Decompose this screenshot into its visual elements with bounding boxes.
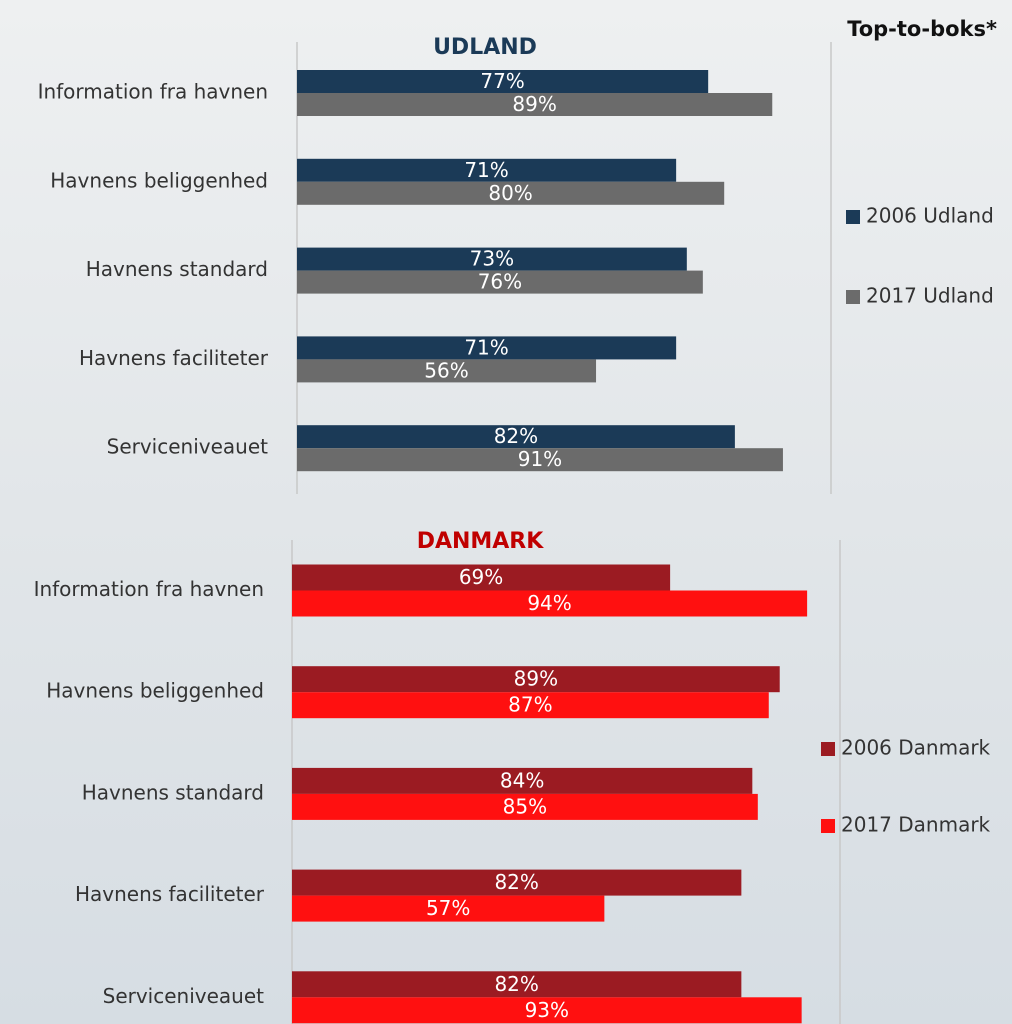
category-label: Havnens standard [82, 780, 264, 804]
legend-label: 2006 Danmark [841, 736, 991, 760]
value-label: 91% [518, 447, 562, 471]
category-label: Serviceniveauet [107, 435, 269, 459]
chart-title: UDLAND [433, 35, 537, 60]
legend-label: 2006 Udland [866, 204, 994, 228]
value-label: 56% [424, 358, 468, 382]
value-label: 71% [464, 158, 508, 182]
value-label: 84% [500, 768, 544, 792]
category-label: Havnens faciliteter [75, 882, 265, 906]
value-label: 77% [480, 69, 524, 93]
value-label: 94% [527, 591, 571, 615]
category-label: Havnens faciliteter [79, 346, 269, 370]
category-label: Havnens beliggenhed [46, 679, 264, 703]
category-label: Information fra havnen [38, 80, 268, 104]
value-label: 82% [494, 972, 538, 996]
value-label: 89% [512, 92, 556, 116]
value-label: 71% [464, 335, 508, 359]
value-label: 93% [525, 998, 569, 1022]
value-label: 89% [514, 667, 558, 691]
legend-label: 2017 Danmark [841, 813, 991, 837]
value-label: 87% [508, 693, 552, 717]
legend-swatch [821, 819, 835, 833]
value-label: 82% [494, 424, 538, 448]
chart-title: DANMARK [417, 529, 545, 554]
legend-swatch [821, 742, 835, 756]
chart: Top-to-boks* UDLAND Information fra havne… [0, 0, 1012, 1024]
value-label: 80% [488, 181, 532, 205]
category-label: Serviceniveauet [103, 984, 265, 1008]
category-label: Havnens beliggenhed [50, 168, 268, 192]
value-label: 57% [426, 896, 470, 920]
legend-swatch [846, 210, 860, 224]
value-label: 82% [494, 870, 538, 894]
page-title: Top-to-boks* [847, 17, 997, 41]
page: Top-to-boks* UDLAND Information fra havne… [0, 0, 1012, 1024]
legend-label: 2017 Udland [866, 284, 994, 308]
value-label: 69% [459, 565, 503, 589]
value-label: 85% [503, 794, 547, 818]
category-label: Information fra havnen [34, 577, 264, 601]
value-label: 73% [470, 247, 514, 271]
category-label: Havnens standard [86, 257, 268, 281]
value-label: 76% [478, 270, 522, 294]
legend-swatch [846, 290, 860, 304]
